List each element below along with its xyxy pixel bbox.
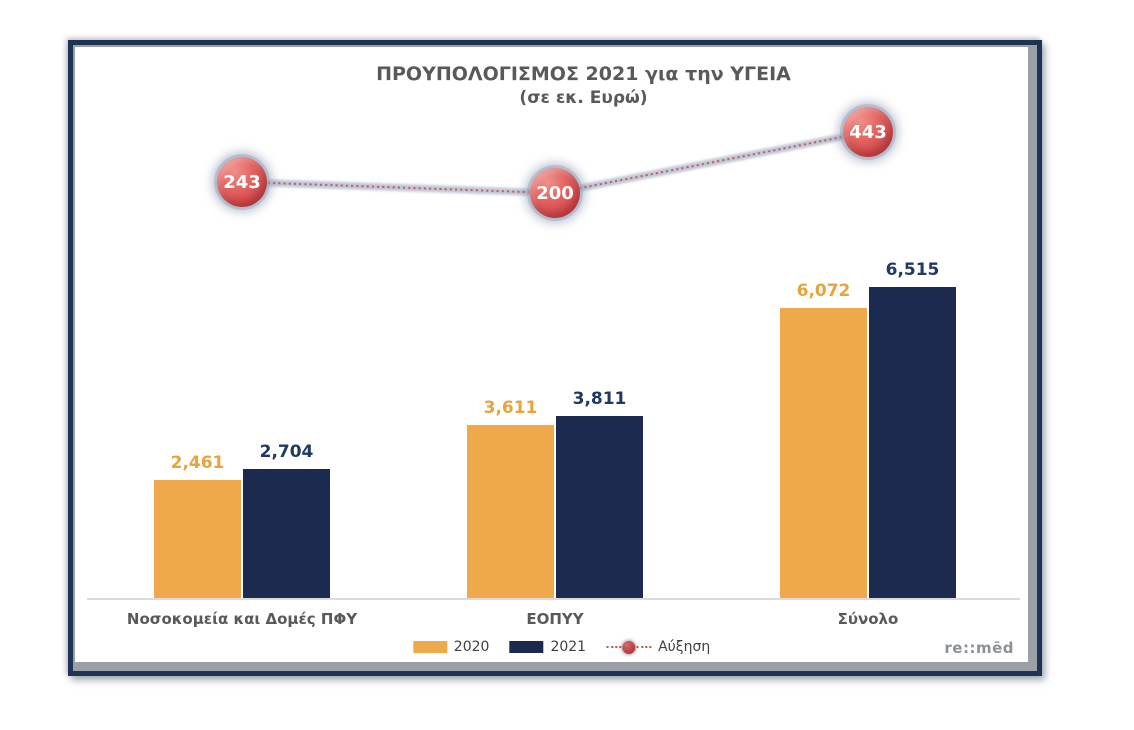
- line-marker-hospitals: 243: [217, 157, 267, 207]
- bar-2021-total: [869, 287, 956, 598]
- chart-subtitle: (σε εκ. Ευρώ): [519, 88, 648, 108]
- line-marker-value: 200: [536, 182, 574, 204]
- line-marker-value: 443: [849, 121, 887, 143]
- chart-panel: ΠΡΟΥΠΟΛΟΓΙΣΜΟΣ 2021 για την ΥΓΕΙΑ (σε εκ…: [75, 47, 1028, 662]
- legend-label-2020: 2020: [453, 639, 490, 655]
- legend-label-2021: 2021: [550, 639, 587, 655]
- legend: 2020 2021 Αύξηση: [412, 639, 710, 655]
- value-label-2021-hospitals: 2,704: [259, 442, 314, 462]
- category-label-total: Σύνολο: [837, 610, 899, 628]
- x-axis-baseline: [87, 598, 1020, 600]
- dotted-segment-icon: [606, 646, 622, 648]
- category-label-hospitals: Νοσοκομεία και Δομές ΠΦΥ: [126, 610, 358, 628]
- value-label-2020-eopyy: 3,611: [483, 398, 538, 418]
- value-label-2020-hospitals: 2,461: [170, 453, 225, 473]
- legend-item-increase: Αύξηση: [606, 639, 710, 655]
- value-label-2021-eopyy: 3,811: [572, 389, 627, 409]
- sphere-marker-icon: [622, 640, 636, 654]
- legend-label-increase: Αύξηση: [658, 639, 711, 655]
- bar-2020-hospitals: [154, 480, 241, 598]
- legend-swatch-2020: [412, 641, 447, 653]
- value-label-2021-total: 6,515: [885, 260, 940, 280]
- remed-logo: re::mēd: [944, 639, 1014, 657]
- dotted-segment-icon: [636, 646, 652, 648]
- line-marker-eopyy: 200: [530, 168, 580, 218]
- line-marker-value: 243: [223, 171, 261, 193]
- bar-2020-eopyy: [467, 425, 554, 598]
- increase-legend-icon: [606, 640, 652, 654]
- chart-title-line: ΠΡΟΥΠΟΛΟΓΙΣΜΟΣ 2021 για την ΥΓΕΙΑ: [376, 63, 791, 85]
- legend-swatch-2021: [509, 641, 544, 653]
- bar-2021-eopyy: [556, 416, 643, 598]
- legend-item-2021: 2021: [509, 639, 586, 655]
- bar-2021-hospitals: [243, 469, 330, 598]
- line-marker-total: 443: [843, 107, 893, 157]
- category-label-eopyy: ΕΟΠΥΥ: [526, 610, 584, 628]
- chart-frame: ΠΡΟΥΠΟΛΟΓΙΣΜΟΣ 2021 για την ΥΓΕΙΑ (σε εκ…: [68, 40, 1042, 676]
- value-label-2020-total: 6,072: [796, 281, 851, 301]
- legend-item-2020: 2020: [412, 639, 490, 655]
- bar-2020-total: [780, 308, 867, 598]
- chart-title: ΠΡΟΥΠΟΛΟΓΙΣΜΟΣ 2021 για την ΥΓΕΙΑ (σε εκ…: [376, 61, 791, 109]
